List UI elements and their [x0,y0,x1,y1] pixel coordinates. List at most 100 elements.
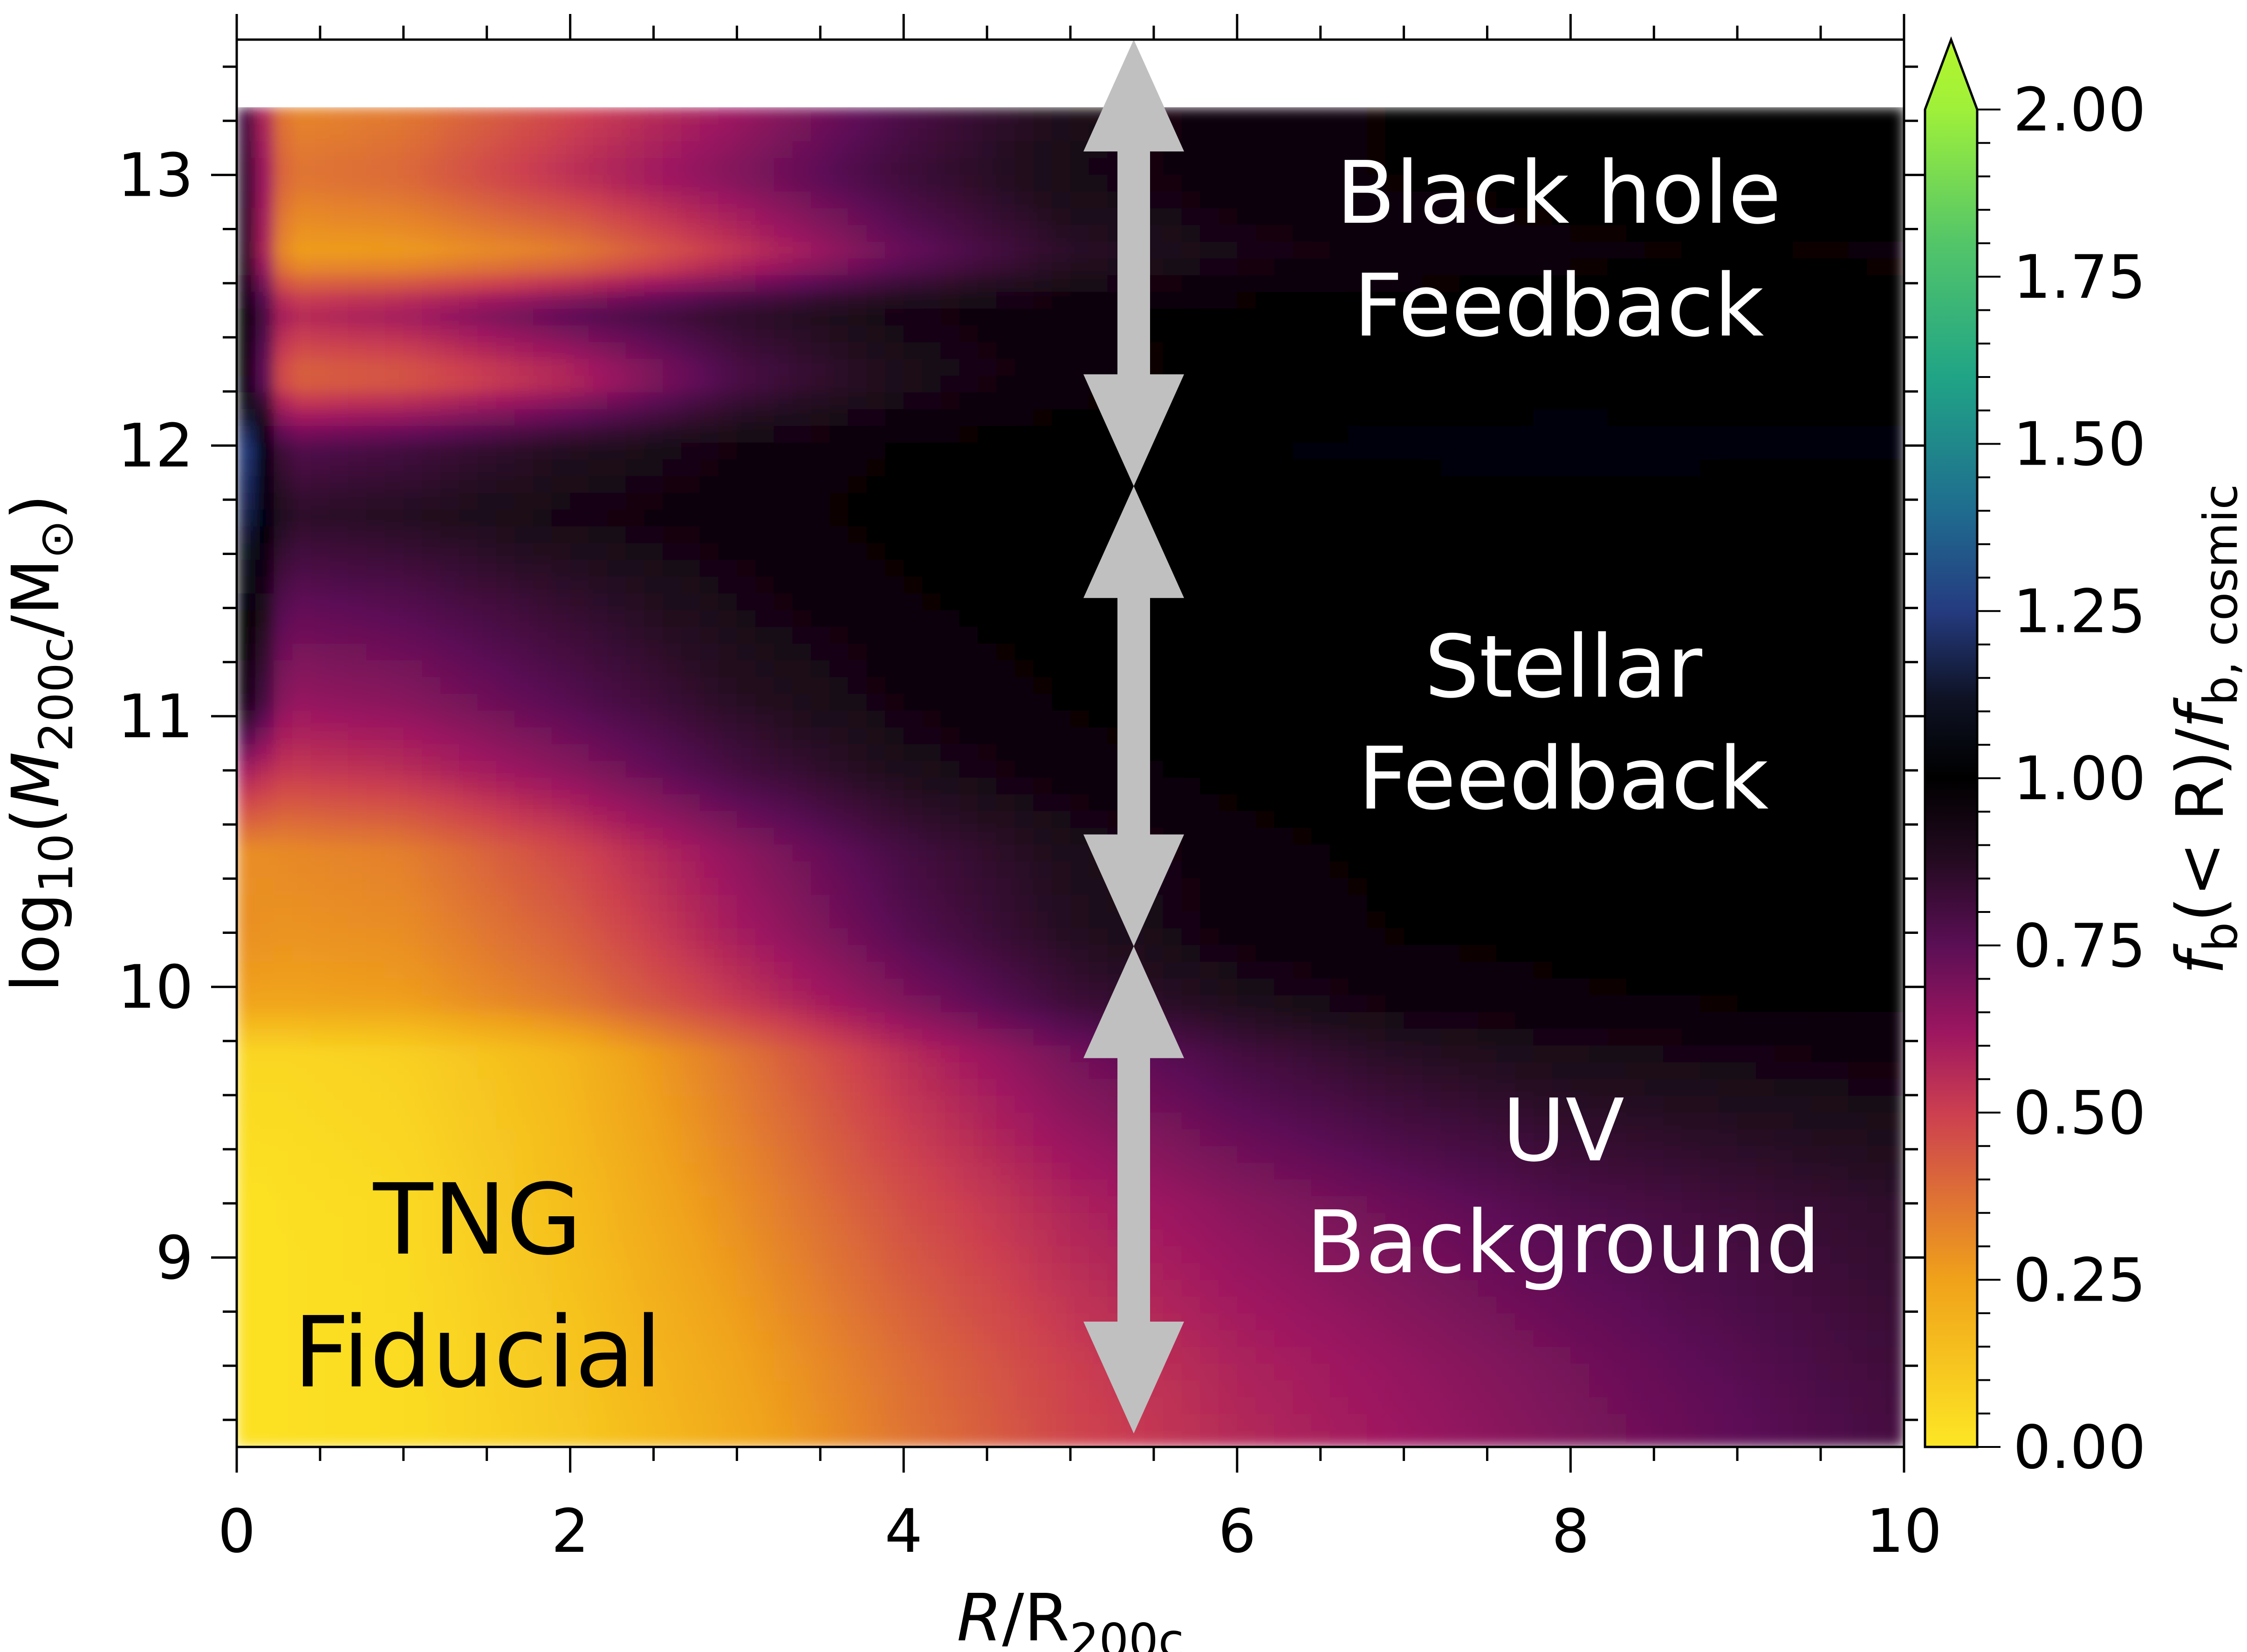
heatmap-cell [1515,978,1534,995]
heatmap-cell [1459,1062,1479,1079]
heatmap-cell [1441,928,1460,945]
heatmap-cell [311,1296,330,1314]
heatmap-cell [311,810,330,828]
heatmap-cell [292,861,312,878]
heatmap-cell [1311,861,1330,878]
heatmap-cell [255,1011,274,1029]
heatmap-cell [1404,894,1423,912]
heatmap-cell [1052,1313,1071,1330]
heatmap-cell [237,593,256,610]
heatmap-cell [625,1296,645,1314]
heatmap-cell [1329,1196,1349,1213]
heatmap-cell [1052,1296,1071,1314]
heatmap-cell [1700,1078,1720,1096]
heatmap-cell [625,1212,645,1230]
heatmap-cell [1385,1112,1404,1130]
heatmap-cell [718,1011,738,1029]
heatmap-cell [274,1011,293,1029]
heatmap-cell [1014,1246,1034,1263]
heatmap-cell [904,1397,923,1414]
heatmap-cell [514,509,534,527]
heatmap-cell [1367,1430,1386,1447]
heatmap-cell [1478,710,1497,727]
heatmap-cell [311,1313,330,1330]
heatmap-cell [1811,576,1830,594]
heatmap-cell [1422,1380,1442,1398]
heatmap-cell [1885,660,1904,677]
heatmap-cell [1700,978,1720,995]
heatmap-cell [1385,777,1404,795]
heatmap-cell [1459,710,1479,727]
heatmap-cell [422,542,441,560]
heatmap-cell [422,1078,441,1096]
heatmap-cell [1237,526,1256,543]
heatmap-cell [440,861,460,878]
heatmap-cell [551,643,571,660]
heatmap-cell [496,760,515,778]
heatmap-cell [496,743,515,761]
heatmap-cell [1811,1346,1830,1364]
heatmap-cell [459,1129,478,1146]
heatmap-cell [440,1380,460,1398]
heatmap-cell [829,944,849,962]
heatmap-cell [755,777,774,795]
heatmap-cell [1885,1363,1904,1381]
heatmap-cell [940,1028,960,1046]
heatmap-cell [829,509,849,527]
heatmap-cell [514,727,534,744]
heatmap-cell [1700,542,1720,560]
heatmap-cell [589,1011,608,1029]
heatmap-cell [551,1162,571,1179]
heatmap-cell [292,911,312,928]
heatmap-cell [440,844,460,862]
heatmap-cell [1181,1262,1201,1280]
heatmap-cell [625,1397,645,1414]
heatmap-cell [1293,1112,1312,1130]
heatmap-cell [1144,961,1164,979]
heatmap-cell [1515,1129,1534,1146]
heatmap-cell [1348,1112,1368,1130]
heatmap-cell [922,1413,941,1431]
heatmap-cell [792,1397,812,1414]
heatmap-cell [1404,1212,1423,1230]
heatmap-cell [1293,1330,1312,1347]
heatmap-cell [1496,777,1516,795]
heatmap-cell [1237,1112,1256,1130]
heatmap-cell [440,1430,460,1447]
heatmap-cell [1459,760,1479,778]
heatmap-cell [1404,994,1423,1012]
heatmap-cell [1885,1179,1904,1196]
heatmap-cell [1404,1363,1423,1381]
heatmap-cell [329,1145,349,1163]
heatmap-cell [1626,1145,1645,1163]
heatmap-cell [1811,810,1830,828]
heatmap-cell [1200,1179,1219,1196]
heatmap-cell [1848,559,1868,577]
heatmap-cell [459,509,478,527]
heatmap-cell [1700,710,1720,727]
heatmap-cell [922,626,941,644]
heatmap-cell [237,727,256,744]
heatmap-cell [996,743,1015,761]
heatmap-cell [1533,710,1553,727]
heatmap-cell [1237,727,1256,744]
heatmap-cell [237,693,256,711]
heatmap-cell [792,760,812,778]
heatmap-cell [1274,1430,1294,1447]
heatmap-cell [1181,1179,1201,1196]
heatmap-cell [589,1229,608,1247]
heatmap-cell [774,1413,793,1431]
heatmap-cell [1737,1011,1756,1029]
heatmap-cell [1644,994,1664,1012]
heatmap-cell [792,1212,812,1230]
heatmap-cell [1552,994,1571,1012]
heatmap-cell [311,559,330,577]
heatmap-cell [1478,1380,1497,1398]
heatmap-cell [1626,1112,1645,1130]
heatmap-cell [681,877,700,895]
heatmap-cell [1441,1363,1460,1381]
heatmap-cell [255,743,274,761]
heatmap-cell [1867,1011,1886,1029]
heatmap-cell [1644,861,1664,878]
heatmap-cell [699,526,719,543]
